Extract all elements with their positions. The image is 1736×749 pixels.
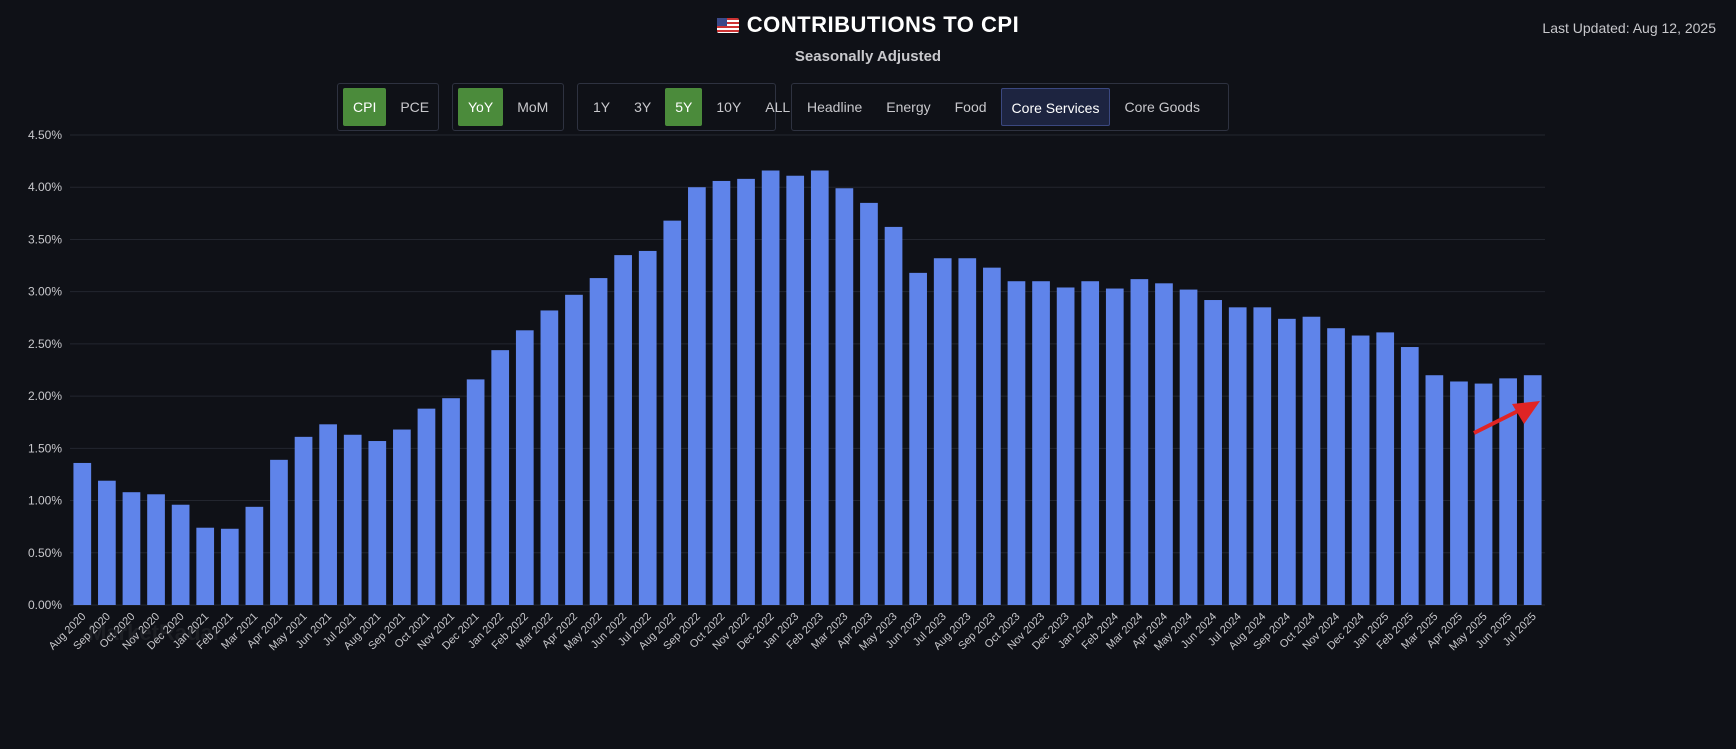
y-tick-label: 3.00%: [28, 285, 62, 299]
bar[interactable]: [1253, 307, 1272, 605]
bar[interactable]: [393, 429, 411, 605]
us-flag-icon: [716, 18, 739, 33]
component-button-energy[interactable]: Energy: [886, 99, 931, 115]
bar[interactable]: [737, 178, 755, 605]
index-toggle: CPI PCE: [337, 83, 439, 131]
y-tick-label: 2.00%: [28, 389, 62, 403]
y-tick-label: 1.50%: [28, 441, 62, 455]
bar[interactable]: [1450, 381, 1468, 605]
change-button-mom[interactable]: MoM: [517, 99, 549, 115]
bar[interactable]: [294, 436, 313, 605]
bar[interactable]: [1105, 288, 1124, 605]
chart-title-text: CONTRIBUTIONS TO CPI: [746, 12, 1020, 37]
bar[interactable]: [884, 226, 903, 605]
y-tick-label: 2.50%: [28, 337, 62, 351]
arrow-head-icon: [1512, 401, 1540, 424]
bar[interactable]: [466, 379, 485, 605]
bar[interactable]: [245, 506, 264, 605]
bar[interactable]: [786, 175, 805, 605]
bar[interactable]: [515, 330, 534, 605]
component-button-core-services[interactable]: Core Services: [1000, 88, 1111, 126]
change-toggle: YoY MoM: [452, 83, 564, 131]
bar[interactable]: [663, 220, 682, 605]
bar[interactable]: [1474, 383, 1493, 605]
bar[interactable]: [712, 180, 731, 605]
chart-title: CONTRIBUTIONS TO CPI: [0, 12, 1736, 38]
bar[interactable]: [810, 170, 829, 605]
bar[interactable]: [1155, 283, 1173, 605]
bar[interactable]: [220, 528, 239, 605]
bar[interactable]: [1228, 307, 1247, 605]
bar[interactable]: [1523, 375, 1542, 605]
bar[interactable]: [270, 459, 288, 605]
bar[interactable]: [983, 267, 1001, 605]
range-toggle: 1Y 3Y 5Y 10Y ALL: [577, 83, 790, 131]
bar[interactable]: [147, 494, 165, 605]
y-tick-label: 1.00%: [28, 494, 62, 508]
bar[interactable]: [1278, 318, 1296, 605]
bar[interactable]: [442, 398, 460, 605]
change-button-yoy[interactable]: YoY: [458, 88, 504, 126]
bar[interactable]: [196, 527, 215, 605]
bar[interactable]: [761, 170, 780, 605]
bar[interactable]: [1400, 347, 1419, 605]
bar[interactable]: [1351, 335, 1370, 605]
bar[interactable]: [909, 272, 927, 605]
y-tick-label: 4.50%: [28, 128, 62, 142]
bar[interactable]: [319, 424, 337, 605]
bar[interactable]: [565, 294, 583, 605]
bar[interactable]: [73, 462, 92, 605]
bar[interactable]: [171, 504, 190, 605]
bar[interactable]: [1376, 332, 1395, 605]
bar[interactable]: [540, 310, 559, 605]
bar[interactable]: [1081, 281, 1100, 605]
range-button-10y[interactable]: 10Y: [716, 99, 742, 115]
bar[interactable]: [491, 350, 510, 605]
y-tick-label: 0.50%: [28, 546, 62, 560]
component-toggle: Headline Energy Food Core Services Core Good…: [791, 83, 1229, 131]
range-button-1y[interactable]: 1Y: [593, 99, 611, 115]
bar[interactable]: [122, 492, 141, 605]
last-updated: Last Updated: Aug 12, 2025: [1542, 20, 1716, 36]
component-button-core-goods[interactable]: Core Goods: [1124, 99, 1200, 115]
bar[interactable]: [1499, 378, 1517, 605]
range-button-all[interactable]: ALL: [765, 99, 791, 115]
bar[interactable]: [1007, 281, 1026, 605]
chart-subtitle: Seasonally Adjusted: [794, 48, 942, 65]
bar[interactable]: [343, 434, 362, 605]
bar[interactable]: [860, 202, 878, 605]
y-tick-label: 4.00%: [28, 180, 62, 194]
bar[interactable]: [835, 188, 854, 605]
bar[interactable]: [933, 258, 952, 605]
component-button-headline[interactable]: Headline: [807, 99, 863, 115]
index-button-cpi[interactable]: CPI: [343, 88, 387, 126]
bar[interactable]: [614, 255, 632, 605]
y-tick-label: 3.50%: [28, 232, 62, 246]
bar[interactable]: [958, 258, 977, 605]
bar[interactable]: [638, 250, 657, 605]
bar[interactable]: [98, 480, 116, 605]
range-button-3y[interactable]: 3Y: [634, 99, 652, 115]
y-tick-label: 0.00%: [28, 598, 62, 612]
bar[interactable]: [688, 187, 706, 605]
bar[interactable]: [1302, 316, 1321, 605]
watermark: MarketRadar: [88, 620, 222, 645]
index-button-pce[interactable]: PCE: [400, 99, 430, 115]
bar[interactable]: [1327, 328, 1345, 605]
bar[interactable]: [1130, 279, 1149, 605]
bar[interactable]: [1032, 281, 1050, 605]
component-button-food[interactable]: Food: [954, 99, 987, 115]
bar[interactable]: [1056, 287, 1075, 605]
bar[interactable]: [1179, 289, 1198, 605]
bar[interactable]: [1425, 375, 1444, 605]
bar[interactable]: [589, 278, 608, 605]
bar[interactable]: [1204, 300, 1222, 605]
bar[interactable]: [368, 441, 387, 605]
bar[interactable]: [417, 408, 436, 605]
annotation-arrow: [1473, 408, 1521, 435]
range-button-5y[interactable]: 5Y: [665, 88, 703, 126]
